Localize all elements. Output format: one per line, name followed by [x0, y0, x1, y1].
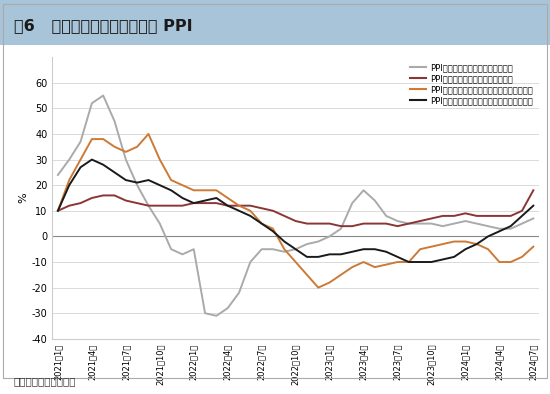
Y-axis label: %: %: [19, 193, 29, 203]
Legend: PPI：黑色金属矿采选业：当月同比, PPI：有色金属矿采选业：当月同比, PPI：黑色金属冶炼及压延加工业：当月同比, PPI：有色金属冶炼及压延加工业：当月: PPI：黑色金属矿采选业：当月同比, PPI：有色金属矿采选业：当月同比, PP…: [408, 61, 535, 107]
Text: 资料来源：国家统计局: 资料来源：国家统计局: [14, 376, 76, 386]
Text: 图6   有色金属与黑色金属行业 PPI: 图6 有色金属与黑色金属行业 PPI: [14, 18, 192, 33]
